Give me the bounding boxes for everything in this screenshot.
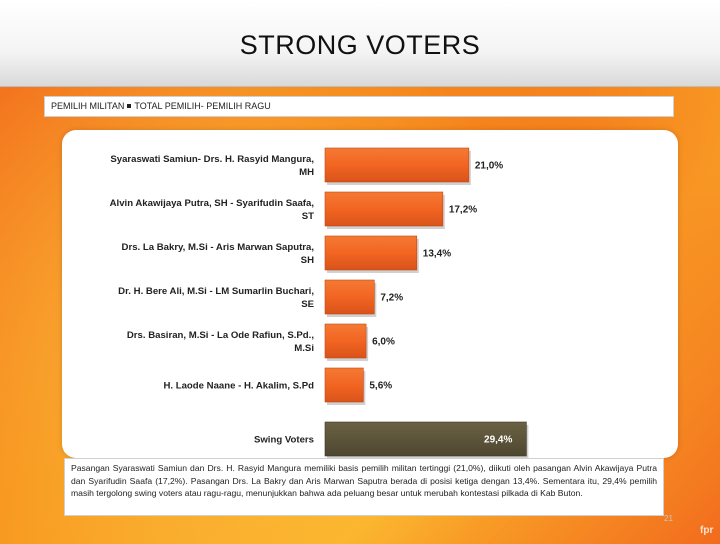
category-label-7: Swing Voters <box>254 435 314 446</box>
legend-item-militan: PEMILIH MILITAN <box>51 101 125 111</box>
category-label-3: Drs. La Bakry, M.Si - Aris Marwan Saputr… <box>122 242 315 266</box>
bar-5 <box>324 323 367 359</box>
data-label-4: 7,2% <box>380 293 403 304</box>
data-label-5: 6,0% <box>372 337 395 348</box>
category-label-line: ST <box>302 211 314 222</box>
category-label-6: H. Laode Naane - H. Akalim, S.Pd <box>163 381 314 392</box>
category-label-line: M.Si <box>294 343 314 354</box>
category-label-line: Dr. H. Bere Ali, M.Si - LM Sumarlin Buch… <box>118 286 314 297</box>
data-label-7: 29,4% <box>484 435 512 446</box>
category-label-5: Drs. Basiran, M.Si - La Ode Rafiun, S.Pd… <box>127 330 314 354</box>
category-label-line: Drs. Basiran, M.Si - La Ode Rafiun, S.Pd… <box>127 330 314 341</box>
data-label-1: 21,0% <box>475 161 503 172</box>
category-label-line: Alvin Akawijaya Putra, SH - Syarifudin S… <box>110 198 315 209</box>
watermark-logo: fpr <box>700 525 714 536</box>
data-label-2: 17,2% <box>449 205 477 216</box>
category-label-line: SH <box>301 255 314 266</box>
page-title: STRONG VOTERS <box>239 30 481 60</box>
legend-bullet <box>127 104 132 109</box>
bar-7 <box>324 421 527 457</box>
data-label-6: 5,6% <box>369 381 392 392</box>
legend-item-total: TOTAL PEMILIH- PEMILIH RAGU <box>134 101 271 111</box>
data-label-3: 13,4% <box>423 249 451 260</box>
category-label-4: Dr. H. Bere Ali, M.Si - LM Sumarlin Buch… <box>118 286 314 310</box>
category-label-line: H. Laode Naane - H. Akalim, S.Pd <box>163 381 314 392</box>
category-label-line: Drs. La Bakry, M.Si - Aris Marwan Saputr… <box>122 242 315 253</box>
category-label-1: Syaraswati Samiun- Drs. H. Rasyid Mangur… <box>110 154 314 178</box>
category-label-2: Alvin Akawijaya Putra, SH - Syarifudin S… <box>110 198 315 222</box>
bar-6 <box>324 367 364 403</box>
bar-3 <box>324 235 418 271</box>
bar-1 <box>324 147 470 183</box>
title-band: STRONG VOTERS <box>0 0 720 87</box>
bar-2 <box>324 191 444 227</box>
category-label-line: Syaraswati Samiun- Drs. H. Rasyid Mangur… <box>110 154 314 165</box>
bar-4 <box>324 279 375 315</box>
legend-bar: PEMILIH MILITAN TOTAL PEMILIH- PEMILIH RA… <box>44 96 674 117</box>
category-label-line: SE <box>301 299 314 310</box>
page-number: 21 <box>664 514 673 523</box>
category-label-line: Swing Voters <box>254 435 314 446</box>
summary-note: Pasangan Syaraswati Samiun dan Drs. H. R… <box>64 458 664 516</box>
category-label-line: MH <box>299 167 314 178</box>
